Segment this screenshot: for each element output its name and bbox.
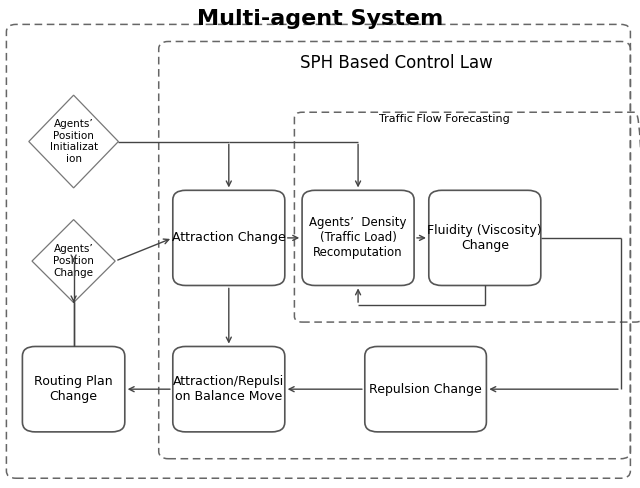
FancyBboxPatch shape [173,346,285,432]
Text: Attraction Change: Attraction Change [172,231,285,244]
Text: Agents’  Density
(Traffic Load)
Recomputation: Agents’ Density (Traffic Load) Recomputa… [309,216,407,260]
Text: Fluidity (Viscosity)
Change: Fluidity (Viscosity) Change [428,224,542,252]
Text: Routing Plan
Change: Routing Plan Change [35,375,113,403]
Text: Agents’
Position
Change: Agents’ Position Change [53,244,94,278]
FancyBboxPatch shape [22,346,125,432]
FancyBboxPatch shape [365,346,486,432]
FancyBboxPatch shape [173,190,285,285]
Text: SPH Based Control Law: SPH Based Control Law [300,55,493,72]
Text: Traffic Flow Forecasting: Traffic Flow Forecasting [379,114,509,124]
Text: Agents’
Position
Initializat
ion: Agents’ Position Initializat ion [49,119,98,164]
Polygon shape [29,95,118,188]
Text: Repulsion Change: Repulsion Change [369,383,482,396]
Text: Multi-agent System: Multi-agent System [197,9,443,28]
FancyBboxPatch shape [302,190,414,285]
FancyBboxPatch shape [429,190,541,285]
Polygon shape [32,220,115,303]
Text: Attraction/Repulsi
on Balance Move: Attraction/Repulsi on Balance Move [173,375,284,403]
